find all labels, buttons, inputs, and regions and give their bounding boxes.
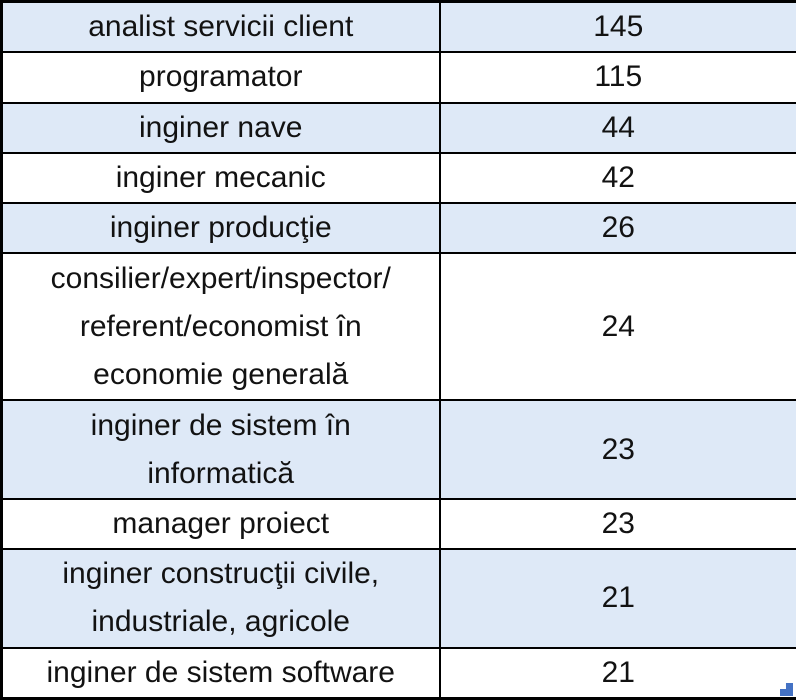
table-row: manager proiect 23 [0,497,796,551]
table-row: inginer de sistem software 21 [0,646,796,700]
job-title-cell: inginer mecanic [0,151,441,205]
job-title-cell: inginer de sistem în informatică [0,399,441,500]
job-title-cell: manager proiect [0,497,441,551]
job-title-cell: inginer producţie [0,202,441,255]
job-title-cell: programator [0,51,441,104]
table-row: inginer de sistem în informatică 23 [0,399,796,500]
table-row: analist servicii client 145 [0,0,796,54]
job-title-cell: inginer de sistem software [0,646,441,700]
count-cell: 21 [438,548,796,649]
table-row: inginer nave 44 [0,101,796,154]
count-cell: 26 [438,202,796,255]
job-title-cell: consilier/expert/inspector/ referent/eco… [0,252,441,402]
count-cell: 23 [438,399,796,500]
job-title-cell: analist servicii client [0,0,441,54]
table-row: programator 115 [0,51,796,104]
job-title-cell: inginer nave [0,101,441,154]
table-row: inginer producţie 26 [0,202,796,255]
table-row: inginer construcţii civile, industriale,… [0,548,796,649]
count-cell: 42 [438,151,796,205]
count-cell: 145 [438,0,796,54]
count-cell: 23 [438,497,796,551]
job-title-cell: inginer construcţii civile, industriale,… [0,548,441,649]
count-cell: 115 [438,51,796,104]
count-cell: 44 [438,101,796,154]
table-row: consilier/expert/inspector/ referent/eco… [0,252,796,402]
count-cell: 24 [438,252,796,402]
table-row: inginer mecanic 42 [0,151,796,205]
count-cell: 21 [438,646,796,700]
